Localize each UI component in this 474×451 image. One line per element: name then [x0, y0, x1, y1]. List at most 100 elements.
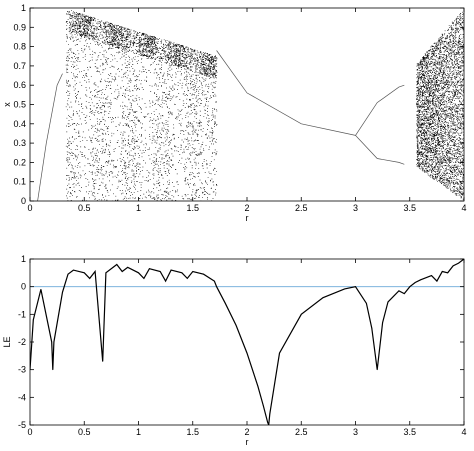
le-point: [138, 272, 139, 274]
le-point: [83, 272, 85, 274]
le-xtick-label: 1: [136, 427, 141, 437]
le-point: [32, 319, 34, 321]
bif-xtick-label: 3: [353, 203, 358, 213]
bif-period2-lower: [355, 135, 405, 165]
le-point: [246, 352, 248, 354]
le-point: [143, 278, 145, 279]
bif-ytick-label: 0.4: [13, 119, 26, 129]
bif-xtick-label: 1.5: [186, 203, 199, 213]
le-point: [279, 352, 280, 354]
bif-ytick-label: 0.3: [13, 138, 26, 148]
le-point: [269, 413, 271, 415]
bif-xtick-label: 2.5: [295, 203, 308, 213]
bif-period2-upper: [355, 84, 405, 136]
le-ytick-label: -5: [18, 420, 26, 430]
bif-ytick-label: 0.7: [13, 61, 26, 71]
le-axes-frame: [29, 258, 465, 426]
bif-ytick-label: 0.8: [13, 42, 26, 52]
le-ytick-label: -3: [18, 365, 26, 375]
le-ytick-label: -4: [18, 392, 26, 402]
le-xtick-label: 4: [461, 427, 466, 437]
le-point: [355, 286, 356, 288]
bif-xtick-label: 0.5: [78, 203, 91, 213]
le-point: [40, 289, 42, 290]
le-xtick-label: 3: [353, 427, 358, 437]
le-xlabel: r: [246, 437, 249, 447]
le-point: [382, 322, 383, 323]
le-point: [186, 278, 188, 279]
le-xtick-label: 0.5: [78, 427, 91, 437]
le-point: [344, 288, 345, 290]
le-point: [267, 421, 268, 423]
le-ytick-label: 1: [21, 254, 26, 264]
le-ytick-label: 0: [21, 282, 26, 292]
le-point: [431, 275, 432, 276]
le-xtick-label: 3.5: [403, 427, 416, 437]
le-point: [67, 273, 69, 275]
le-point: [181, 272, 183, 274]
le-point: [165, 280, 167, 282]
le-point: [224, 302, 226, 304]
bif-axes-frame: [29, 7, 465, 202]
le-point: [192, 271, 194, 272]
le-point: [102, 361, 104, 362]
le-point: [409, 286, 411, 288]
bif-ylabel: x: [2, 102, 12, 107]
le-ytick-label: -1: [18, 309, 26, 319]
le-point: [159, 271, 161, 272]
bif-xtick-label: 0: [27, 203, 32, 213]
bifurcation-panel: 0 0.5 1 1.5 2 2.5 3 3.5 4 0 0.1 0.2 0.3 0.4 0.5 0.6 0.7 0…: [2, 3, 467, 223]
bif-ytick-label: 0.5: [13, 100, 26, 110]
le-point: [322, 297, 324, 299]
le-point: [116, 264, 118, 265]
bif-xtick-label: 1: [136, 203, 141, 213]
le-xtick-label: 2.5: [295, 427, 308, 437]
le-point: [436, 280, 438, 282]
le-point: [203, 273, 205, 275]
le-point: [214, 280, 215, 282]
le-point: [452, 265, 454, 267]
le-point: [387, 301, 389, 303]
le-point: [371, 327, 373, 329]
le-xtick-label: 1.5: [186, 427, 199, 437]
le-point: [94, 271, 96, 272]
le-point: [62, 291, 63, 293]
le-point: [366, 302, 367, 304]
bif-ytick-label: 0.9: [13, 22, 26, 32]
le-point: [262, 405, 264, 406]
le-point: [376, 369, 378, 371]
le-point: [420, 279, 421, 281]
le-point: [403, 293, 405, 294]
le-point: [89, 278, 91, 279]
le-point: [447, 272, 449, 274]
le-point: [216, 286, 218, 288]
bif-ytick-label: 0.1: [13, 177, 26, 187]
le-point: [300, 313, 302, 315]
lyapunov-panel: 0 0.5 1 1.5 2 2.5 3 3.5 4 -5 -4 -3 -2 -1 0 1 r LE: [2, 254, 467, 447]
le-point: [52, 369, 54, 371]
le-point: [53, 341, 55, 343]
le-plot-area: [30, 259, 464, 425]
le-point: [51, 341, 53, 343]
le-point: [73, 269, 74, 271]
bif-points: [37, 9, 464, 201]
bif-fixed-branch: [216, 50, 356, 136]
le-point: [170, 269, 172, 271]
le-series-line: [30, 259, 464, 425]
bif-ytick-label: 0.2: [13, 157, 26, 167]
bif-ytick-label: 1: [21, 3, 26, 13]
le-point: [105, 272, 107, 274]
le-point: [257, 385, 259, 387]
bif-ytick-label: 0: [21, 196, 26, 206]
le-xtick-label: 2: [244, 427, 249, 437]
le-point: [458, 262, 459, 264]
le-point: [414, 282, 416, 283]
le-ylabel: LE: [2, 336, 12, 347]
le-xtick-label: 0: [27, 427, 32, 437]
le-point: [127, 266, 129, 268]
le-point: [149, 268, 150, 270]
le-point: [398, 290, 400, 292]
bif-ytick-label: 0.6: [13, 80, 26, 90]
